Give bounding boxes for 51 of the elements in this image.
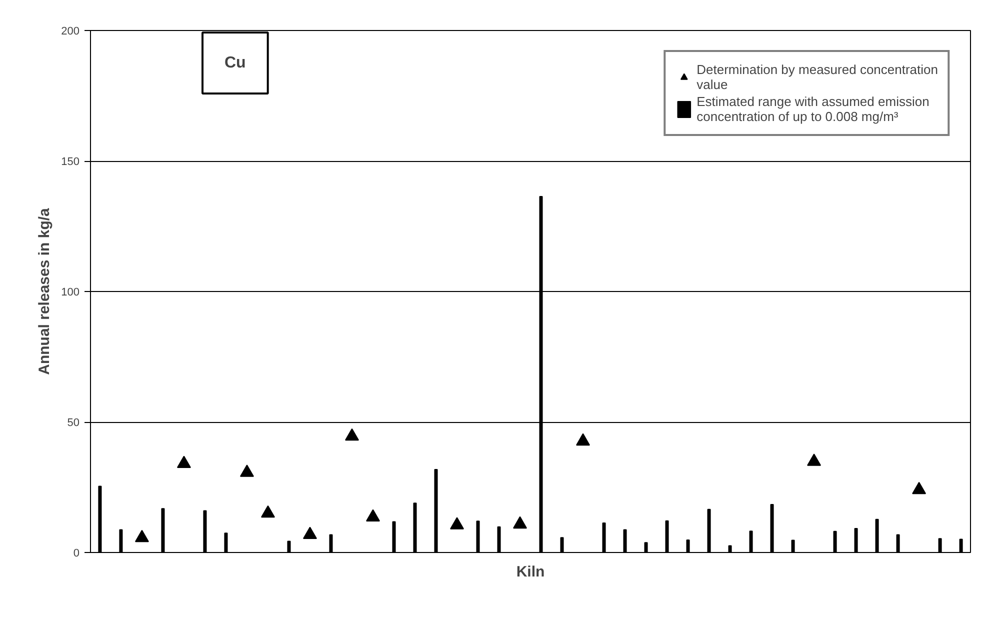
bar (854, 528, 858, 552)
bar (224, 532, 228, 552)
bar (392, 521, 396, 552)
annotation: Cu (224, 54, 246, 72)
bar (98, 486, 102, 552)
point (366, 509, 380, 522)
bar (833, 530, 837, 552)
bar (875, 518, 879, 552)
point (450, 517, 464, 530)
bar (602, 522, 606, 552)
point (513, 516, 527, 529)
point (176, 456, 191, 468)
bar (161, 508, 165, 552)
bar (959, 538, 963, 552)
y-tick-label: 0 (73, 548, 80, 560)
bar (497, 526, 501, 552)
bar (707, 508, 711, 552)
bar (665, 520, 669, 552)
bar (728, 545, 732, 552)
bar (644, 542, 648, 552)
bar (287, 540, 291, 552)
point (576, 433, 590, 446)
bar (938, 538, 942, 552)
bar (686, 539, 690, 552)
y-axis-title: Annual releases in kg/a (36, 207, 54, 375)
bar (623, 529, 627, 552)
bar (434, 469, 438, 552)
point (912, 482, 926, 494)
y-tick-label: 100 (61, 286, 80, 298)
point (134, 530, 149, 542)
legend-label: Estimated range with assumed emission concentration of up to 0.008 mg/m³ (696, 94, 930, 124)
bar (413, 502, 417, 552)
bar (560, 537, 564, 552)
x-axis-title: Kiln (516, 564, 545, 580)
point (260, 505, 275, 518)
bar (896, 534, 900, 552)
point (344, 428, 359, 441)
bar (749, 530, 753, 552)
y-tick-label: 50 (67, 417, 80, 429)
y-tick-label: 150 (61, 156, 80, 168)
bar (119, 529, 123, 552)
bar (791, 540, 795, 552)
bar (329, 534, 333, 552)
bar (476, 520, 480, 552)
bar (203, 510, 207, 552)
legend-label: Determination by measured concentration value (696, 62, 938, 92)
point (302, 526, 317, 540)
point (807, 454, 822, 466)
point (240, 464, 254, 477)
y-tick-label: 200 (61, 26, 80, 38)
bar (770, 504, 774, 552)
